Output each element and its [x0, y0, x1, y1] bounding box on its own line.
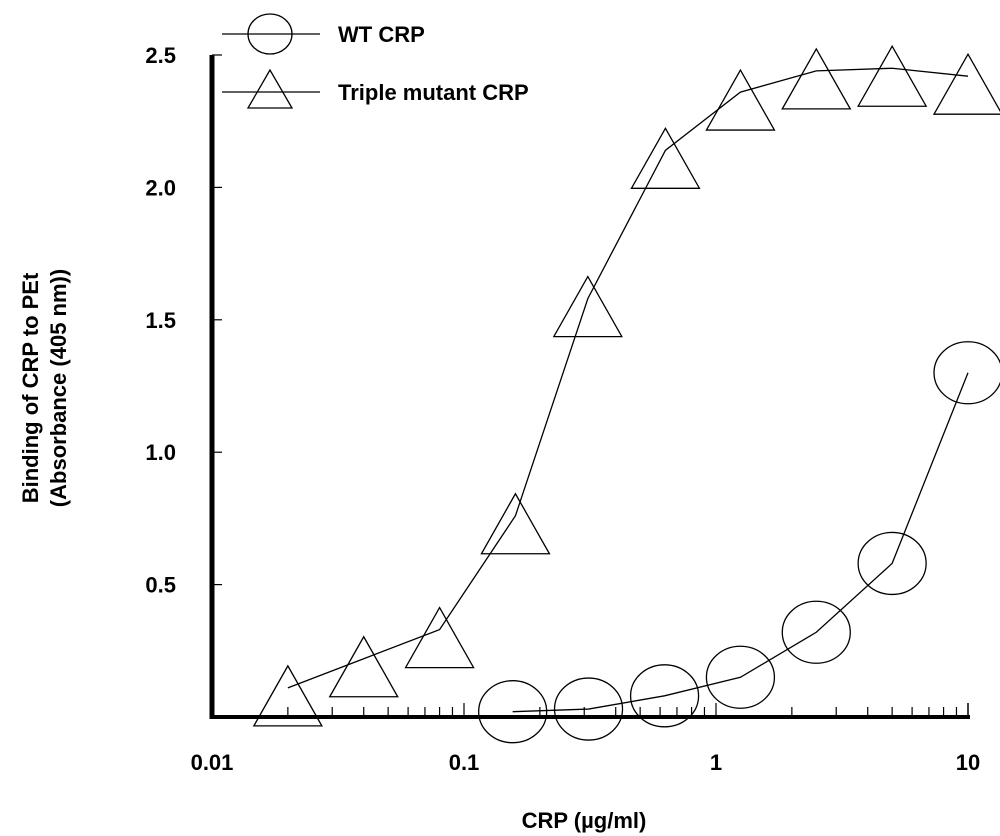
series-line — [512, 372, 969, 713]
x-axis-title: CRP (µg/ml) — [522, 808, 647, 833]
data-point-triangle — [480, 492, 551, 555]
data-point-triangle — [252, 664, 323, 727]
data-point-circle — [553, 677, 624, 741]
data-point-circle — [781, 600, 851, 664]
series-triple-mutant-crp — [252, 44, 1000, 727]
x-tick-label: 0.01 — [191, 750, 234, 775]
data-point-circle — [933, 341, 1000, 405]
series-layer — [252, 44, 1000, 744]
x-tick-label: 10 — [956, 750, 980, 775]
data-point-triangle — [781, 47, 852, 110]
data-point-triangle — [552, 275, 623, 338]
legend-label: WT CRP — [338, 22, 425, 47]
y-axis-title-line: (Absorbance (405 nm)) — [46, 269, 71, 507]
y-axis-title-line: Binding of CRP to PEt — [18, 272, 43, 503]
data-point-circle — [857, 531, 927, 596]
legend-label: Triple mutant CRP — [338, 80, 529, 105]
data-point-circle — [478, 680, 548, 744]
legend-item: WT CRP — [222, 13, 425, 55]
y-tick-label: 2.0 — [145, 175, 176, 200]
data-point-triangle — [857, 44, 928, 107]
data-point-circle — [629, 664, 700, 728]
data-point-triangle — [932, 52, 1000, 115]
series-wt-crp — [478, 341, 1000, 744]
axes — [209, 54, 970, 719]
data-point-triangle — [705, 68, 776, 131]
y-tick-label: 1.5 — [145, 308, 176, 333]
data-point-triangle — [328, 635, 399, 698]
x-tick-label: 1 — [710, 750, 722, 775]
legend: WT CRP Triple mutant CRP — [222, 13, 529, 109]
labels: 0.5 1.0 1.5 2.0 2.5 0.01 0.1 1 10 CRP (µg/ml) Bind… — [18, 43, 980, 833]
x-tick-label: 0.1 — [449, 750, 480, 775]
series-line — [287, 67, 969, 689]
y-tick-label: 2.5 — [145, 43, 176, 68]
legend-triangle-icon — [246, 68, 294, 109]
legend-circle-icon — [247, 13, 293, 55]
data-point-triangle — [404, 606, 475, 669]
data-point-triangle — [630, 127, 701, 189]
legend-item: Triple mutant CRP — [222, 68, 529, 109]
y-tick-label: 0.5 — [145, 573, 176, 598]
y-tick-label: 1.0 — [145, 440, 176, 465]
data-point-circle — [705, 645, 776, 709]
